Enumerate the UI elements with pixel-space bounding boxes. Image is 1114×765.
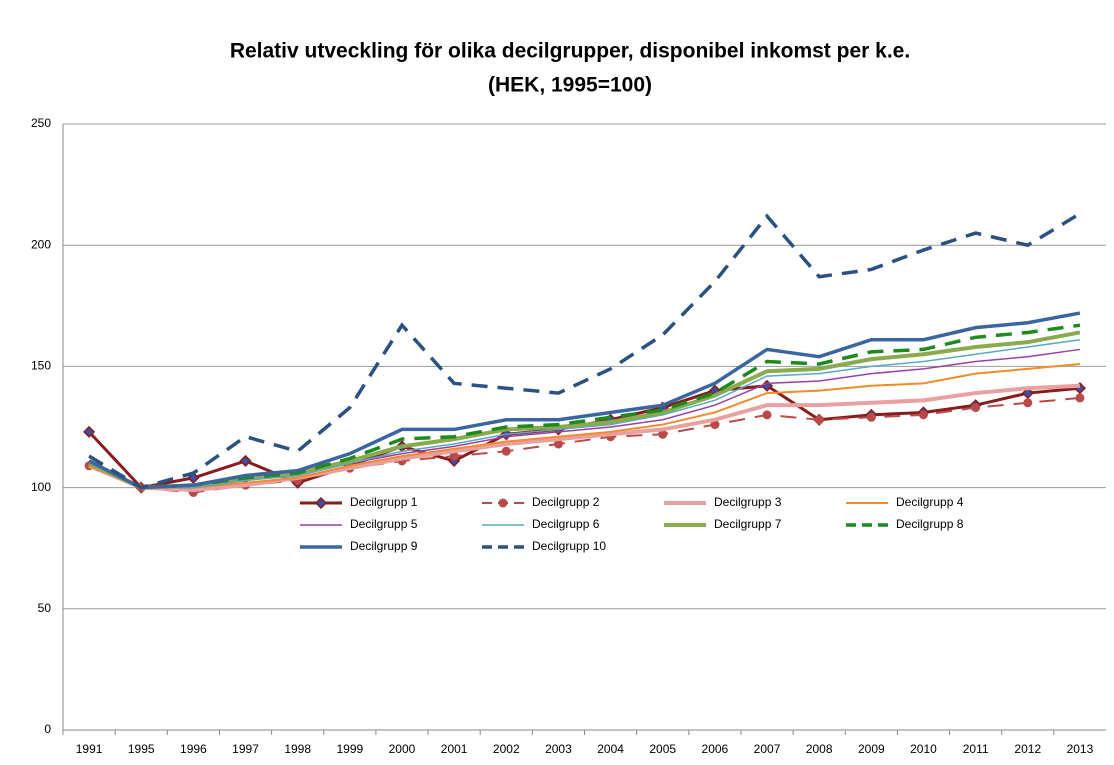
x-tick-label: 1997: [232, 742, 259, 756]
series: [88, 330, 1081, 490]
marker: [314, 496, 328, 510]
y-tick-label: 200: [31, 237, 51, 251]
series: [88, 383, 1081, 493]
legend-label: Decilgrupp 2: [532, 495, 600, 509]
grid: 0 50 100 150 200 250 1991 1995 1996 1997 1998 1999 2…: [31, 116, 1106, 756]
marker: [971, 403, 981, 413]
marker: [762, 410, 772, 420]
y-tick-label: 250: [31, 116, 51, 130]
y-tick-label: 0: [44, 722, 51, 736]
x-tick-label: 2003: [545, 742, 572, 756]
legend-label: Decilgrupp 5: [350, 517, 418, 531]
marker: [866, 412, 876, 422]
series: [88, 323, 1081, 490]
series: [88, 212, 1081, 490]
legend: Decilgrupp 1 Decilgrupp 2 Decilgrupp 3 Deci…: [300, 495, 964, 553]
legend-label: Decilgrupp 6: [532, 517, 600, 531]
x-tick-label: 1998: [284, 742, 311, 756]
x-tick-label: 1995: [128, 742, 155, 756]
x-tick-label: 2002: [493, 742, 520, 756]
line: [88, 323, 1081, 490]
legend-label: Decilgrupp 1: [350, 495, 418, 509]
x-tick-label: 1996: [180, 742, 207, 756]
chart-title: (HEK, 1995=100): [488, 74, 652, 97]
line: [88, 383, 1081, 493]
line: [88, 212, 1081, 490]
marker: [1075, 393, 1085, 403]
line: [88, 330, 1081, 490]
x-tick-label: 2012: [1014, 742, 1041, 756]
line: [88, 362, 1081, 489]
marker: [553, 439, 563, 449]
x-tick-label: 1991: [76, 742, 103, 756]
x-tick-label: 2006: [702, 742, 729, 756]
x-tick-label: 2007: [754, 742, 781, 756]
line: [88, 338, 1081, 489]
series: [88, 338, 1081, 489]
chart-title: Relativ utveckling för olika decilgruppe…: [230, 40, 910, 63]
marker: [710, 420, 720, 430]
marker: [658, 429, 668, 439]
x-tick-label: 2010: [910, 742, 937, 756]
x-tick-label: 2008: [806, 742, 833, 756]
x-tick-label: 2013: [1067, 742, 1094, 756]
legend-label: Decilgrupp 8: [896, 517, 964, 531]
legend-label: Decilgrupp 7: [714, 517, 782, 531]
marker: [814, 415, 824, 425]
marker: [918, 410, 928, 420]
series: [88, 311, 1081, 490]
legend-label: Decilgrupp 9: [350, 539, 418, 553]
marker: [449, 451, 459, 461]
marker: [1023, 398, 1033, 408]
series: [88, 362, 1081, 489]
x-tick-label: 2009: [858, 742, 885, 756]
line: [88, 348, 1081, 489]
series: [88, 348, 1081, 489]
marker: [501, 446, 511, 456]
x-tick-label: 2001: [441, 742, 468, 756]
y-tick-label: 100: [31, 480, 51, 494]
y-tick-label: 150: [31, 359, 51, 373]
x-tick-label: 2011: [963, 742, 989, 756]
legend-label: Decilgrupp 10: [532, 539, 606, 553]
x-tick-label: 1999: [336, 742, 363, 756]
line: [88, 311, 1081, 490]
x-tick-label: 2005: [649, 742, 676, 756]
x-tick-label: 2000: [389, 742, 416, 756]
x-tick-label: 2004: [597, 742, 624, 756]
lines: [83, 212, 1086, 497]
marker: [239, 454, 252, 467]
legend-label: Decilgrupp 4: [896, 495, 964, 509]
marker: [498, 498, 508, 508]
marker: [83, 425, 96, 438]
y-tick-label: 50: [38, 601, 52, 615]
marker: [1021, 387, 1034, 400]
legend-label: Decilgrupp 3: [714, 495, 782, 509]
